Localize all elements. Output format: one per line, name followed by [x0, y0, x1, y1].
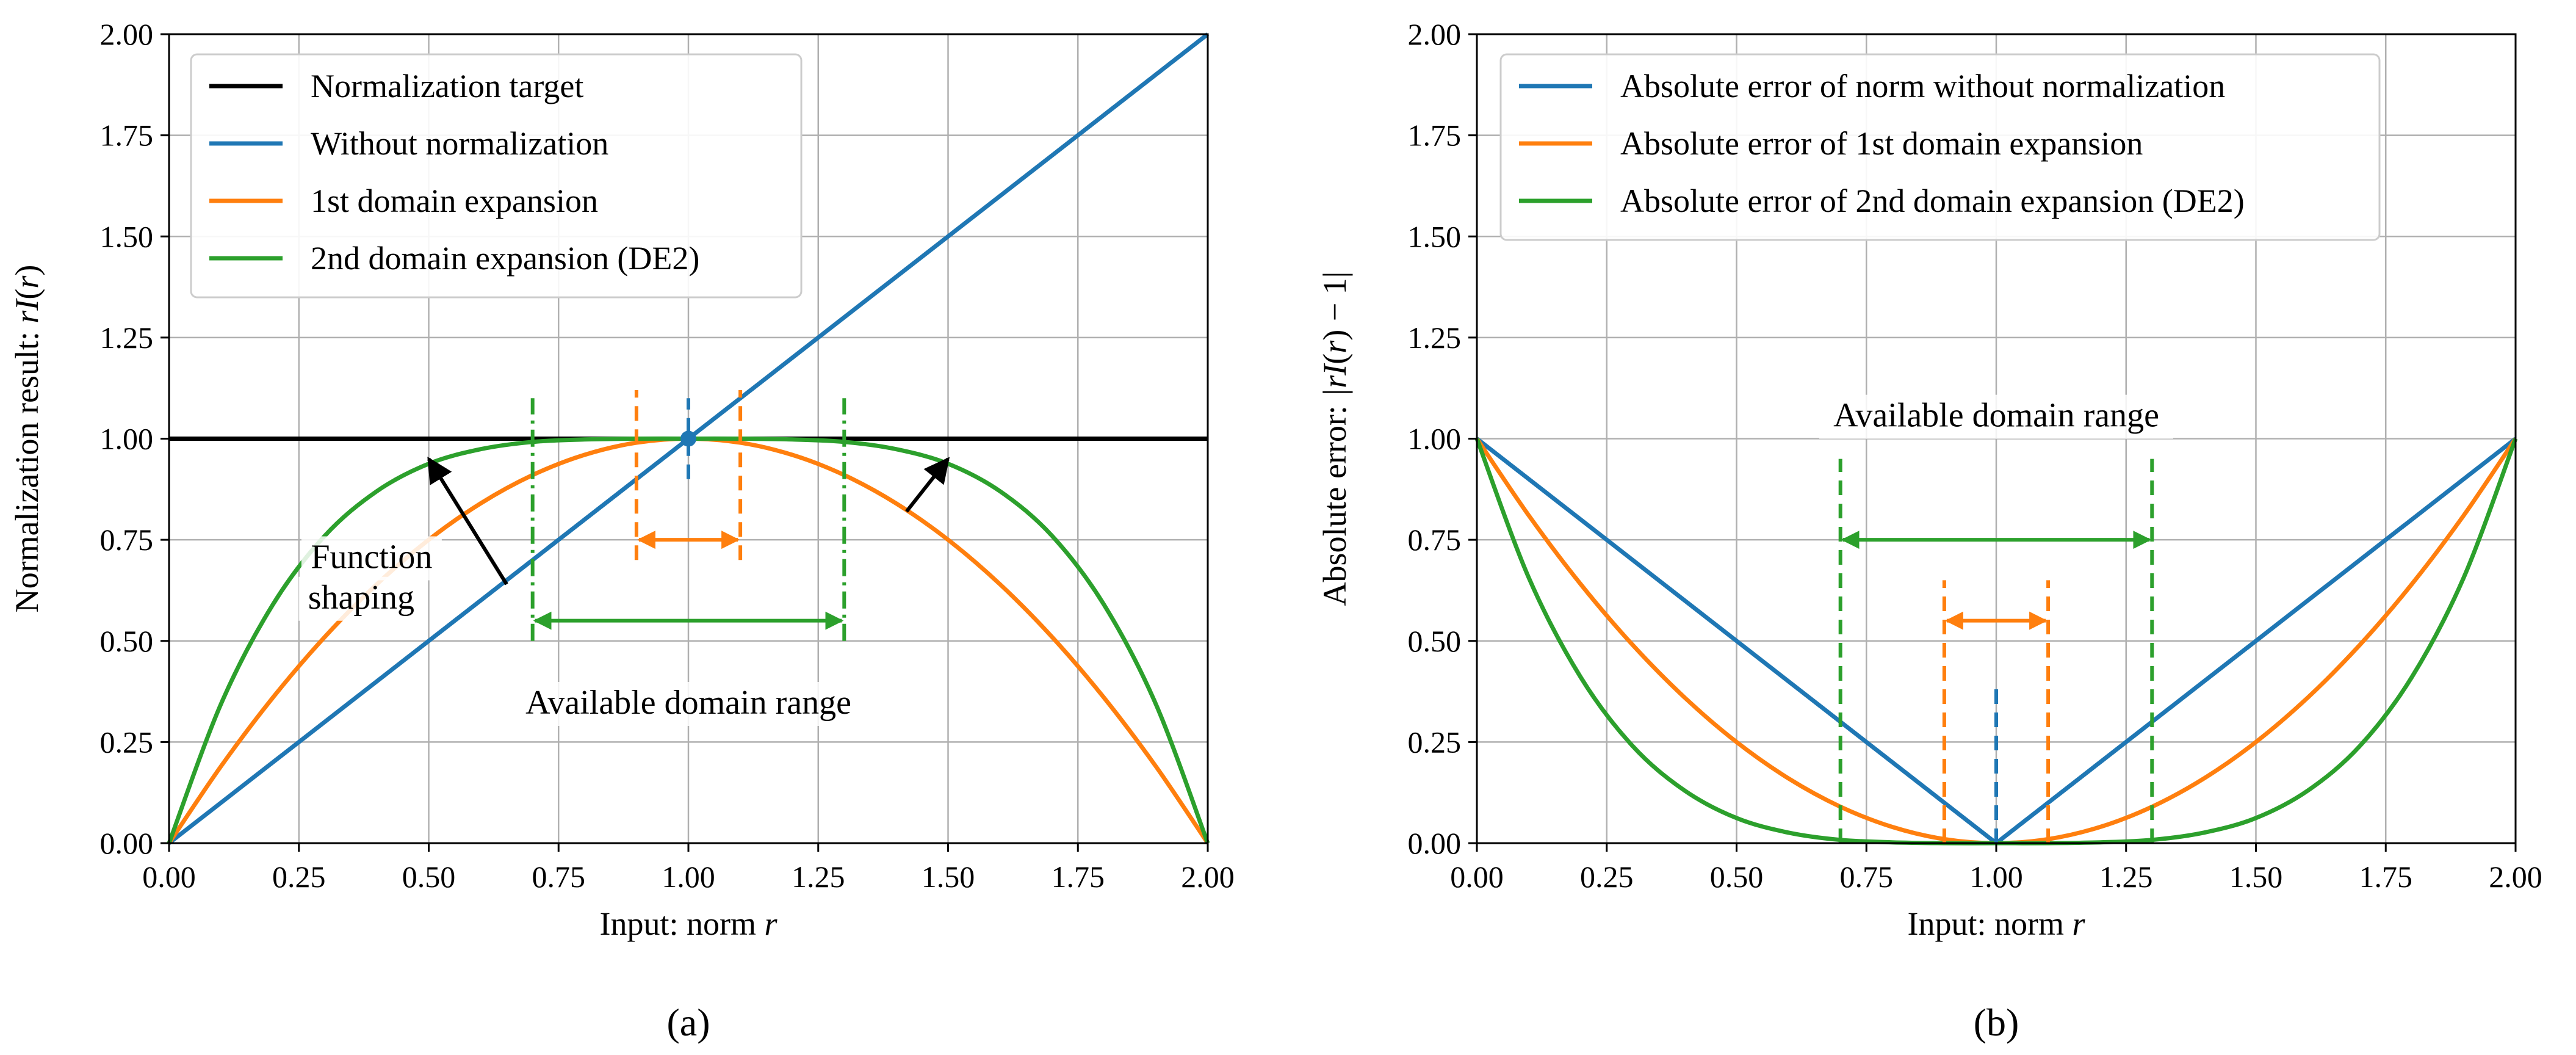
y-tick-label: 0.50 [1408, 624, 1462, 658]
x-tick-label: 1.00 [662, 860, 715, 894]
annotation-b-0: Available domain range [1833, 397, 2159, 435]
legend-a: Normalization target Without normalizatio… [190, 53, 803, 299]
y-tick-label: 0.50 [100, 624, 154, 658]
plot-area-b: Available domain range [1474, 394, 2518, 846]
x-tick-label: 0.00 [1450, 860, 1504, 894]
x-tick-label: 0.50 [402, 860, 456, 894]
legend-label-b-2: Absolute error of 2nd domain expansion (… [1620, 183, 2245, 219]
shaping-arrow-a-0 [427, 457, 508, 586]
annotation-bg-a-2 [511, 682, 865, 726]
x-tick-label: 0.75 [532, 860, 586, 894]
y-axis-label-a: Normalization result: rI(r) [9, 265, 45, 613]
y-tick-label: 2.00 [1408, 17, 1462, 51]
annotation-a-1: shaping [308, 579, 414, 617]
x-tick-label: 1.75 [1052, 860, 1105, 894]
y-tick-label: 1.25 [100, 321, 154, 355]
legend-b: Absolute error of norm without normaliza… [1499, 53, 2381, 241]
x-tick-label: 2.00 [1181, 860, 1235, 894]
x-tick-label: 0.25 [1580, 860, 1634, 894]
caption-a: (a) [666, 1001, 710, 1044]
y-tick-label: 0.25 [100, 725, 154, 759]
annotation-a-0: Function [311, 538, 432, 576]
y-tick-label: 0.75 [100, 523, 154, 557]
point-marker-a-0 [680, 430, 696, 447]
x-axis-label-b: Input: norm r [1908, 905, 2086, 942]
shaping-arrow-a-1 [905, 457, 950, 513]
legend-label-a-1: Without normalization [311, 125, 608, 162]
y-tick-label: 1.50 [100, 219, 154, 253]
y-tick-label: 1.00 [1408, 422, 1462, 456]
legend-label-a-2: 1st domain expansion [311, 183, 598, 219]
ticks-a: 0.00 0.25 0.50 0.75 1.00 1.25 1.50 1.75 2.00 0.00… [100, 17, 1235, 894]
y-tick-label: 0.00 [1408, 826, 1462, 860]
y-tick-label: 0.00 [100, 826, 154, 860]
annotation-bg-a-0 [301, 536, 442, 581]
annotation-bg-a-1 [298, 576, 424, 621]
ticks-b: 0.00 0.25 0.50 0.75 1.00 1.25 1.50 1.75 2.00 0.00… [1408, 17, 2542, 894]
panel-b: Available domain range 0.00 0.25 0.50 0.75 1… [1316, 17, 2542, 1044]
x-tick-label: 0.25 [272, 860, 326, 894]
y-tick-label: 1.00 [100, 422, 154, 456]
legend-frame-b [1499, 53, 2381, 241]
y-tick-label: 0.25 [1408, 725, 1462, 759]
caption-b: (b) [1974, 1001, 2019, 1044]
y-tick-label: 1.75 [1408, 118, 1462, 153]
x-tick-label: 1.25 [792, 860, 845, 894]
x-tick-label: 1.75 [2359, 860, 2413, 894]
legend-label-a-3: 2nd domain expansion (DE2) [311, 240, 699, 277]
legend-label-b-0: Absolute error of norm without normaliza… [1620, 68, 2225, 104]
x-tick-label: 1.50 [2229, 860, 2283, 894]
x-axis-label-a: Input: norm r [600, 905, 778, 942]
y-axis-label-b: Absolute error: |rI(r) − 1| [1316, 272, 1353, 606]
annotation-a-2: Available domain range [525, 684, 851, 722]
y-tick-label: 1.75 [100, 118, 154, 153]
y-tick-label: 2.00 [100, 17, 154, 51]
x-tick-label: 0.50 [1710, 860, 1764, 894]
y-tick-label: 1.50 [1408, 219, 1462, 253]
y-tick-label: 0.75 [1408, 523, 1462, 557]
x-tick-label: 0.00 [142, 860, 196, 894]
x-tick-label: 2.00 [2489, 860, 2542, 894]
legend-label-a-0: Normalization target [311, 68, 583, 104]
x-tick-label: 0.75 [1840, 860, 1894, 894]
y-tick-label: 1.25 [1408, 321, 1462, 355]
x-tick-label: 1.25 [2099, 860, 2153, 894]
annotation-bg-b-0 [1819, 394, 2173, 439]
legend-label-b-1: Absolute error of 1st domain expansion [1620, 125, 2143, 162]
x-tick-label: 1.00 [1969, 860, 2023, 894]
legend-frame-a [190, 53, 803, 299]
x-tick-label: 1.50 [922, 860, 975, 894]
